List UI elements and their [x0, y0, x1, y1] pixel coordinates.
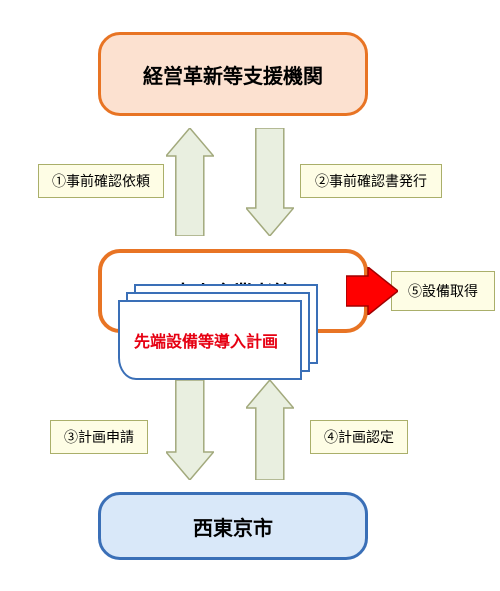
step-label-1: ①事前確認依頼 — [38, 164, 164, 198]
document-label: 先端設備等導入計画 — [134, 328, 278, 352]
step-label-4-text: ④計画認定 — [324, 427, 394, 447]
node-city-label: 西東京市 — [193, 512, 273, 541]
step-label-1-text: ①事前確認依頼 — [52, 171, 150, 191]
node-support-org: 経営革新等支援機関 — [98, 32, 368, 116]
step-label-2: ②事前確認書発行 — [300, 164, 442, 198]
step-label-3: ③計画申請 — [50, 420, 148, 454]
step-label-3-text: ③計画申請 — [64, 427, 134, 447]
arrow-step5-right — [346, 267, 398, 315]
arrow-step1-up — [166, 128, 214, 236]
node-city: 西東京市 — [98, 492, 368, 560]
node-equipment-acquisition-label: ⑤設備取得 — [408, 281, 478, 301]
arrow-step4-up — [246, 380, 294, 480]
arrow-step3-down — [166, 380, 214, 480]
node-equipment-acquisition: ⑤設備取得 — [391, 271, 495, 311]
step-label-4: ④計画認定 — [310, 420, 408, 454]
step-label-2-text: ②事前確認書発行 — [315, 171, 427, 191]
node-support-org-label: 経営革新等支援機関 — [143, 60, 323, 89]
arrow-step2-down — [246, 128, 294, 236]
